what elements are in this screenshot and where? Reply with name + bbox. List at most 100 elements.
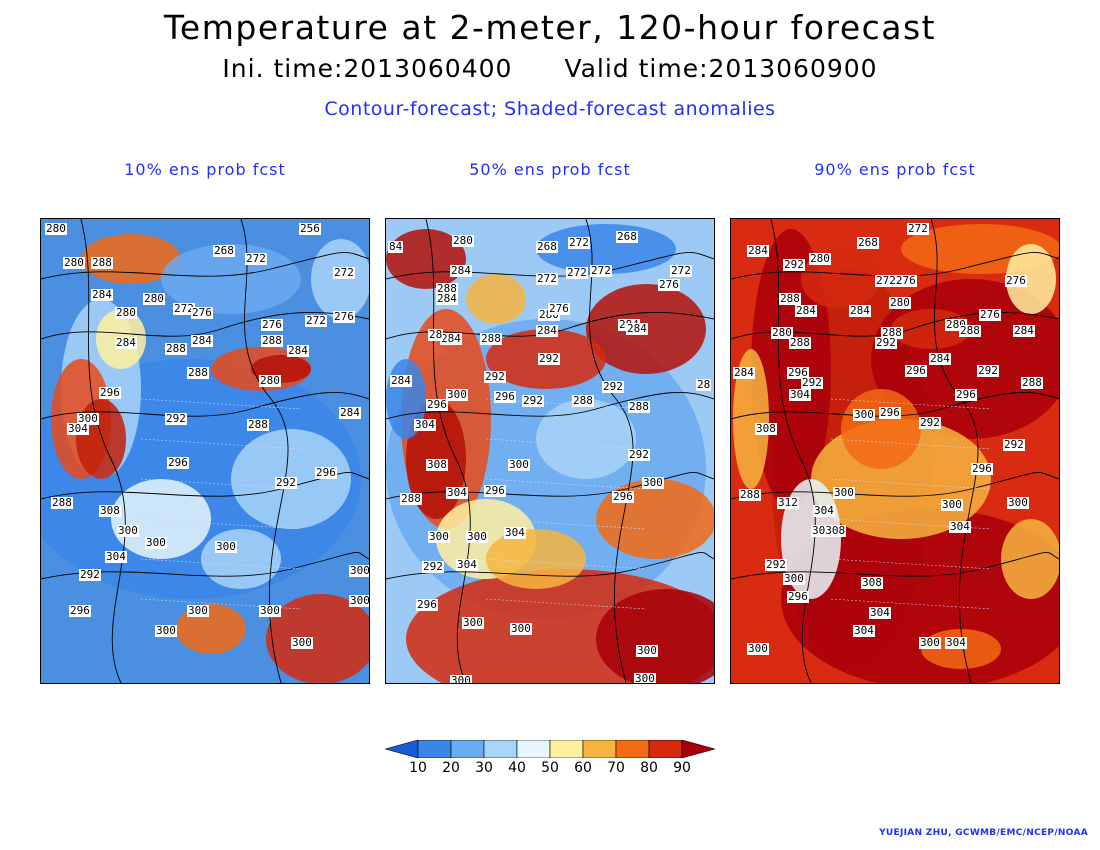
anomaly-region: [386, 229, 466, 289]
contour-label: 312: [777, 496, 799, 509]
temperature-contour: [386, 391, 714, 420]
contour-label: 300: [941, 498, 963, 511]
anomaly-region: [536, 224, 676, 274]
temperature-contour: [41, 391, 369, 420]
contour-label: 28: [696, 378, 712, 391]
contour-label: 292: [538, 352, 560, 365]
contour-label: 304: [456, 558, 478, 571]
contour-label: 292: [977, 364, 999, 377]
panel-title-50: 50% ens prob fcst: [469, 160, 631, 179]
contour-label: 292: [422, 560, 444, 573]
contour-label: 284: [440, 332, 462, 345]
contour-label: 272: [907, 222, 929, 235]
contour-label: 276: [261, 318, 283, 331]
state-boundary: [140, 478, 302, 490]
contour-label: 292: [783, 258, 805, 271]
contour-label: 288: [247, 418, 269, 431]
contour-label: 288: [51, 496, 73, 509]
contour-label: 280: [771, 326, 793, 339]
contour-label: 304: [504, 526, 526, 539]
contour-label: 304: [105, 550, 127, 563]
temperature-contour: [585, 219, 634, 683]
contour-label: 280: [452, 234, 474, 247]
colorbar-tick-label: 80: [640, 760, 658, 776]
contour-label: 292: [765, 558, 787, 571]
init-time: Ini. time:2013060400: [222, 54, 513, 83]
contour-label: 308: [426, 458, 448, 471]
contour-label: 284: [929, 352, 951, 365]
contour-label: 284: [436, 292, 458, 305]
contour-label: 296: [787, 366, 809, 379]
state-boundary: [830, 398, 992, 410]
panel-title-90: 90% ens prob fcst: [814, 160, 976, 179]
state-boundary: [485, 398, 647, 410]
state-boundary: [140, 438, 302, 450]
temperature-contour: [731, 471, 1059, 500]
contour-label: 300: [77, 412, 99, 425]
colorbar-segment: [483, 740, 518, 758]
contour-label: 300: [462, 616, 484, 629]
contour-label: 288: [628, 400, 650, 413]
anomaly-region: [311, 239, 369, 319]
colorbar-tick-label: 20: [442, 760, 460, 776]
contour-label: 288: [1021, 376, 1043, 389]
contour-label: 284: [339, 406, 361, 419]
map-panel-10: 280 288 280 256 268 272 272 284 280 280 272 276 276 2…: [40, 218, 370, 684]
contour-label: 292: [522, 394, 544, 407]
author-credit: YUEJIAN ZHU, GCWMB/EMC/NCEP/NOAA: [879, 828, 1088, 838]
contour-label: 276: [1005, 274, 1027, 287]
contour-label: 292: [801, 376, 823, 389]
contour-label: 308: [755, 422, 777, 435]
temperature-contour: [41, 551, 369, 580]
contour-label: 304: [949, 520, 971, 533]
temperature-contour: [41, 251, 369, 280]
contour-label: 296: [787, 590, 809, 603]
anomaly-region: [76, 399, 126, 479]
contour-label: 288: [572, 394, 594, 407]
contour-label: 292: [1003, 438, 1025, 451]
contour-label: 288: [480, 332, 502, 345]
contour-label: 292: [275, 476, 297, 489]
state-boundary: [830, 438, 992, 450]
contour-label: 280: [115, 306, 137, 319]
contour-label: 280: [809, 252, 831, 265]
contour-label: 300: [747, 642, 769, 655]
colorbar-tick-label: 70: [607, 760, 625, 776]
colorbar-segment: [549, 740, 584, 758]
contour-label: 300: [466, 530, 488, 543]
contour-label: 308: [99, 504, 121, 517]
contour-label: 296: [905, 364, 927, 377]
anomaly-region: [841, 389, 921, 469]
contour-label: 276: [333, 310, 355, 323]
contour-label: 296: [167, 456, 189, 469]
contour-label: 304: [446, 486, 468, 499]
colorbar-tick-label: 40: [508, 760, 526, 776]
contour-label: 300: [1007, 496, 1029, 509]
colorbar-labels: 10 20 30 40 50 60 70 80 90: [385, 760, 715, 776]
contour-label: 284: [91, 288, 113, 301]
contour-label: 288: [400, 492, 422, 505]
contour-label: 272: [670, 264, 692, 277]
contour-label: 300: [155, 624, 177, 637]
contour-label: 292: [919, 416, 941, 429]
valid-time: Valid time:2013060900: [564, 54, 878, 83]
contour-label: 276: [548, 302, 570, 315]
contour-label: 288: [187, 366, 209, 379]
contour-label: 300: [215, 540, 237, 553]
anomaly-region: [536, 399, 636, 479]
state-boundary: [830, 478, 992, 490]
contour-label: 300: [117, 524, 139, 537]
contour-label: 280: [259, 374, 281, 387]
anomaly-region: [486, 529, 586, 589]
colorbar-tick-label: 60: [574, 760, 592, 776]
contour-label: 300: [642, 476, 664, 489]
contour-label: 300: [349, 564, 370, 577]
contour-label: 268: [857, 236, 879, 249]
plot-description: Contour-forecast; Shaded-forecast anomal…: [324, 98, 776, 120]
anomaly-region: [201, 529, 281, 589]
anomaly-region: [266, 594, 369, 683]
contour-label: 300: [634, 672, 656, 684]
colorbar-segment: [648, 740, 683, 758]
colorbar-segment: [681, 740, 715, 758]
contour-label: 300: [919, 636, 941, 649]
